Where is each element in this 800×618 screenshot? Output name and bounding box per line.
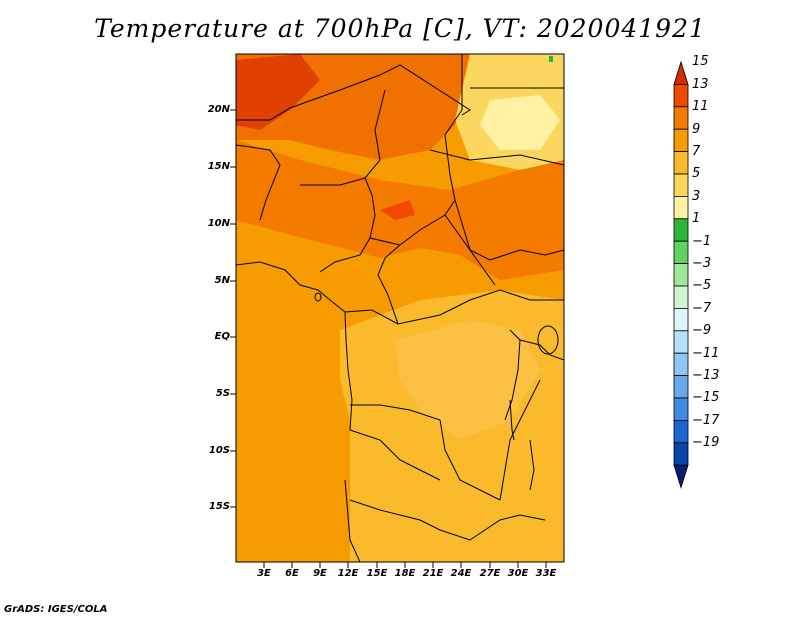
colorbar-swatch [673, 128, 689, 152]
colorbar-swatch [673, 151, 689, 175]
lon-label: 3E [257, 568, 271, 579]
colorbar-swatch [673, 195, 689, 220]
colorbar-swatch [673, 263, 689, 287]
colorbar-swatch [673, 218, 689, 242]
colorbar-level-label: 13 [692, 76, 709, 92]
colorbar-swatch [673, 464, 689, 489]
lon-label: 30E [507, 568, 529, 579]
lat-label: 5S [215, 388, 230, 399]
country-borders [236, 54, 564, 562]
colorbar-level-label: −15 [692, 390, 720, 406]
colorbar-swatch [673, 307, 689, 332]
colorbar-swatch [673, 285, 689, 309]
lat-label: EQ [214, 331, 230, 342]
colorbar-level-label: −5 [692, 278, 712, 294]
colorbar-level-label: 9 [692, 121, 701, 137]
colorbar-level-label: 11 [692, 99, 709, 115]
lat-label: 20N [207, 104, 230, 115]
colorbar-swatch [673, 419, 689, 444]
lat-label: 10S [208, 445, 230, 456]
lakes [314, 292, 559, 491]
lon-label: 12E [337, 568, 359, 579]
lon-label: 15E [366, 568, 388, 579]
credit-text: GrADS: IGES/COLA [4, 604, 108, 615]
colorbar-level-label: −9 [692, 323, 712, 339]
colorbar-level-label: −17 [692, 412, 720, 428]
colorbar-swatch [673, 240, 689, 264]
colorbar-level-label: 7 [692, 144, 701, 159]
lon-label: 21E [422, 568, 444, 579]
colorbar-level-label: −3 [692, 256, 712, 271]
colorbar-swatch [673, 442, 689, 466]
colorbar-swatch [673, 173, 689, 197]
colorbar-swatch [673, 84, 689, 108]
colorbar-swatch [673, 375, 689, 399]
map-frame [235, 53, 565, 563]
colorbar-level-label: −1 [692, 233, 712, 249]
colorbar-swatch [673, 397, 689, 421]
lat-ticks [230, 109, 236, 508]
lon-label: 9E [313, 568, 327, 579]
colorbar-level-label: −11 [692, 345, 720, 361]
colorbar-level-label: −19 [692, 435, 720, 451]
lon-label: 33E [535, 568, 557, 579]
colorbar-level-label: −13 [692, 368, 720, 383]
colorbar-swatch [673, 330, 689, 354]
lon-label: 27E [479, 568, 501, 579]
map-title: Temperature at 700hPa [C], VT: 202004192… [94, 14, 706, 43]
lon-label: 24E [450, 568, 472, 579]
colorbar-level-label: 5 [692, 166, 701, 182]
lat-label: 10N [207, 218, 230, 229]
lat-label: 15S [208, 501, 230, 512]
temperature-field [236, 54, 564, 562]
lat-label: 5N [214, 275, 230, 286]
lon-label: 18E [394, 568, 416, 579]
colorbar-swatch [673, 352, 689, 377]
colorbar-level-label: 3 [692, 188, 701, 204]
colorbar-level-label: 1 [692, 211, 701, 227]
colorbar-level-label: 15 [692, 54, 709, 70]
lat-label: 15N [207, 161, 230, 172]
lon-label: 6E [285, 568, 299, 579]
colorbar-swatch [673, 60, 689, 85]
colorbar-swatch [673, 106, 689, 130]
lon-ticks [263, 562, 547, 568]
colorbar [673, 60, 689, 489]
colorbar-level-label: −7 [692, 300, 712, 316]
